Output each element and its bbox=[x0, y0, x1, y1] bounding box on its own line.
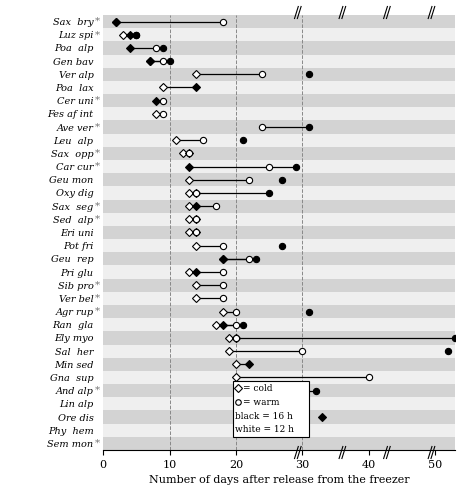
Bar bbox=[103, 173, 455, 186]
Bar bbox=[103, 278, 455, 292]
Bar bbox=[103, 200, 455, 212]
Text: *: * bbox=[95, 122, 100, 132]
Bar bbox=[103, 54, 455, 68]
Bar bbox=[103, 344, 455, 358]
Text: = cold: = cold bbox=[243, 384, 272, 393]
Bar bbox=[103, 42, 455, 54]
Text: *: * bbox=[95, 96, 100, 105]
Text: *: * bbox=[95, 280, 100, 289]
Bar bbox=[103, 226, 455, 239]
Text: *: * bbox=[95, 162, 100, 171]
Bar bbox=[103, 134, 455, 147]
Text: = warm: = warm bbox=[243, 398, 280, 406]
Bar bbox=[103, 358, 455, 371]
Bar bbox=[103, 252, 455, 266]
Text: *: * bbox=[95, 215, 100, 224]
Text: *: * bbox=[95, 17, 100, 26]
Text: *: * bbox=[95, 307, 100, 316]
Bar bbox=[103, 424, 455, 437]
Bar bbox=[103, 292, 455, 305]
Bar bbox=[103, 305, 455, 318]
X-axis label: Number of days after release from the freezer: Number of days after release from the fr… bbox=[149, 476, 409, 486]
Bar bbox=[103, 437, 455, 450]
Bar bbox=[103, 15, 455, 28]
Text: *: * bbox=[95, 439, 100, 448]
Bar bbox=[103, 398, 455, 410]
Bar bbox=[103, 120, 455, 134]
Text: *: * bbox=[95, 294, 100, 303]
Bar bbox=[103, 318, 455, 332]
Text: *: * bbox=[95, 149, 100, 158]
Bar bbox=[103, 68, 455, 81]
Bar bbox=[103, 266, 455, 278]
Bar bbox=[103, 186, 455, 200]
Bar bbox=[103, 371, 455, 384]
Bar bbox=[103, 410, 455, 424]
Bar bbox=[103, 239, 455, 252]
Bar bbox=[103, 212, 455, 226]
Bar bbox=[103, 147, 455, 160]
Text: white = 12 h: white = 12 h bbox=[235, 426, 294, 434]
Bar bbox=[103, 81, 455, 94]
Bar bbox=[103, 108, 455, 120]
Bar bbox=[103, 94, 455, 108]
Bar bbox=[103, 384, 455, 398]
Bar bbox=[233, 382, 309, 437]
Text: black = 16 h: black = 16 h bbox=[235, 412, 293, 420]
Text: *: * bbox=[95, 202, 100, 210]
Bar bbox=[103, 332, 455, 344]
Text: *: * bbox=[95, 30, 100, 40]
Bar bbox=[103, 160, 455, 173]
Bar bbox=[103, 28, 455, 42]
Text: *: * bbox=[95, 386, 100, 395]
